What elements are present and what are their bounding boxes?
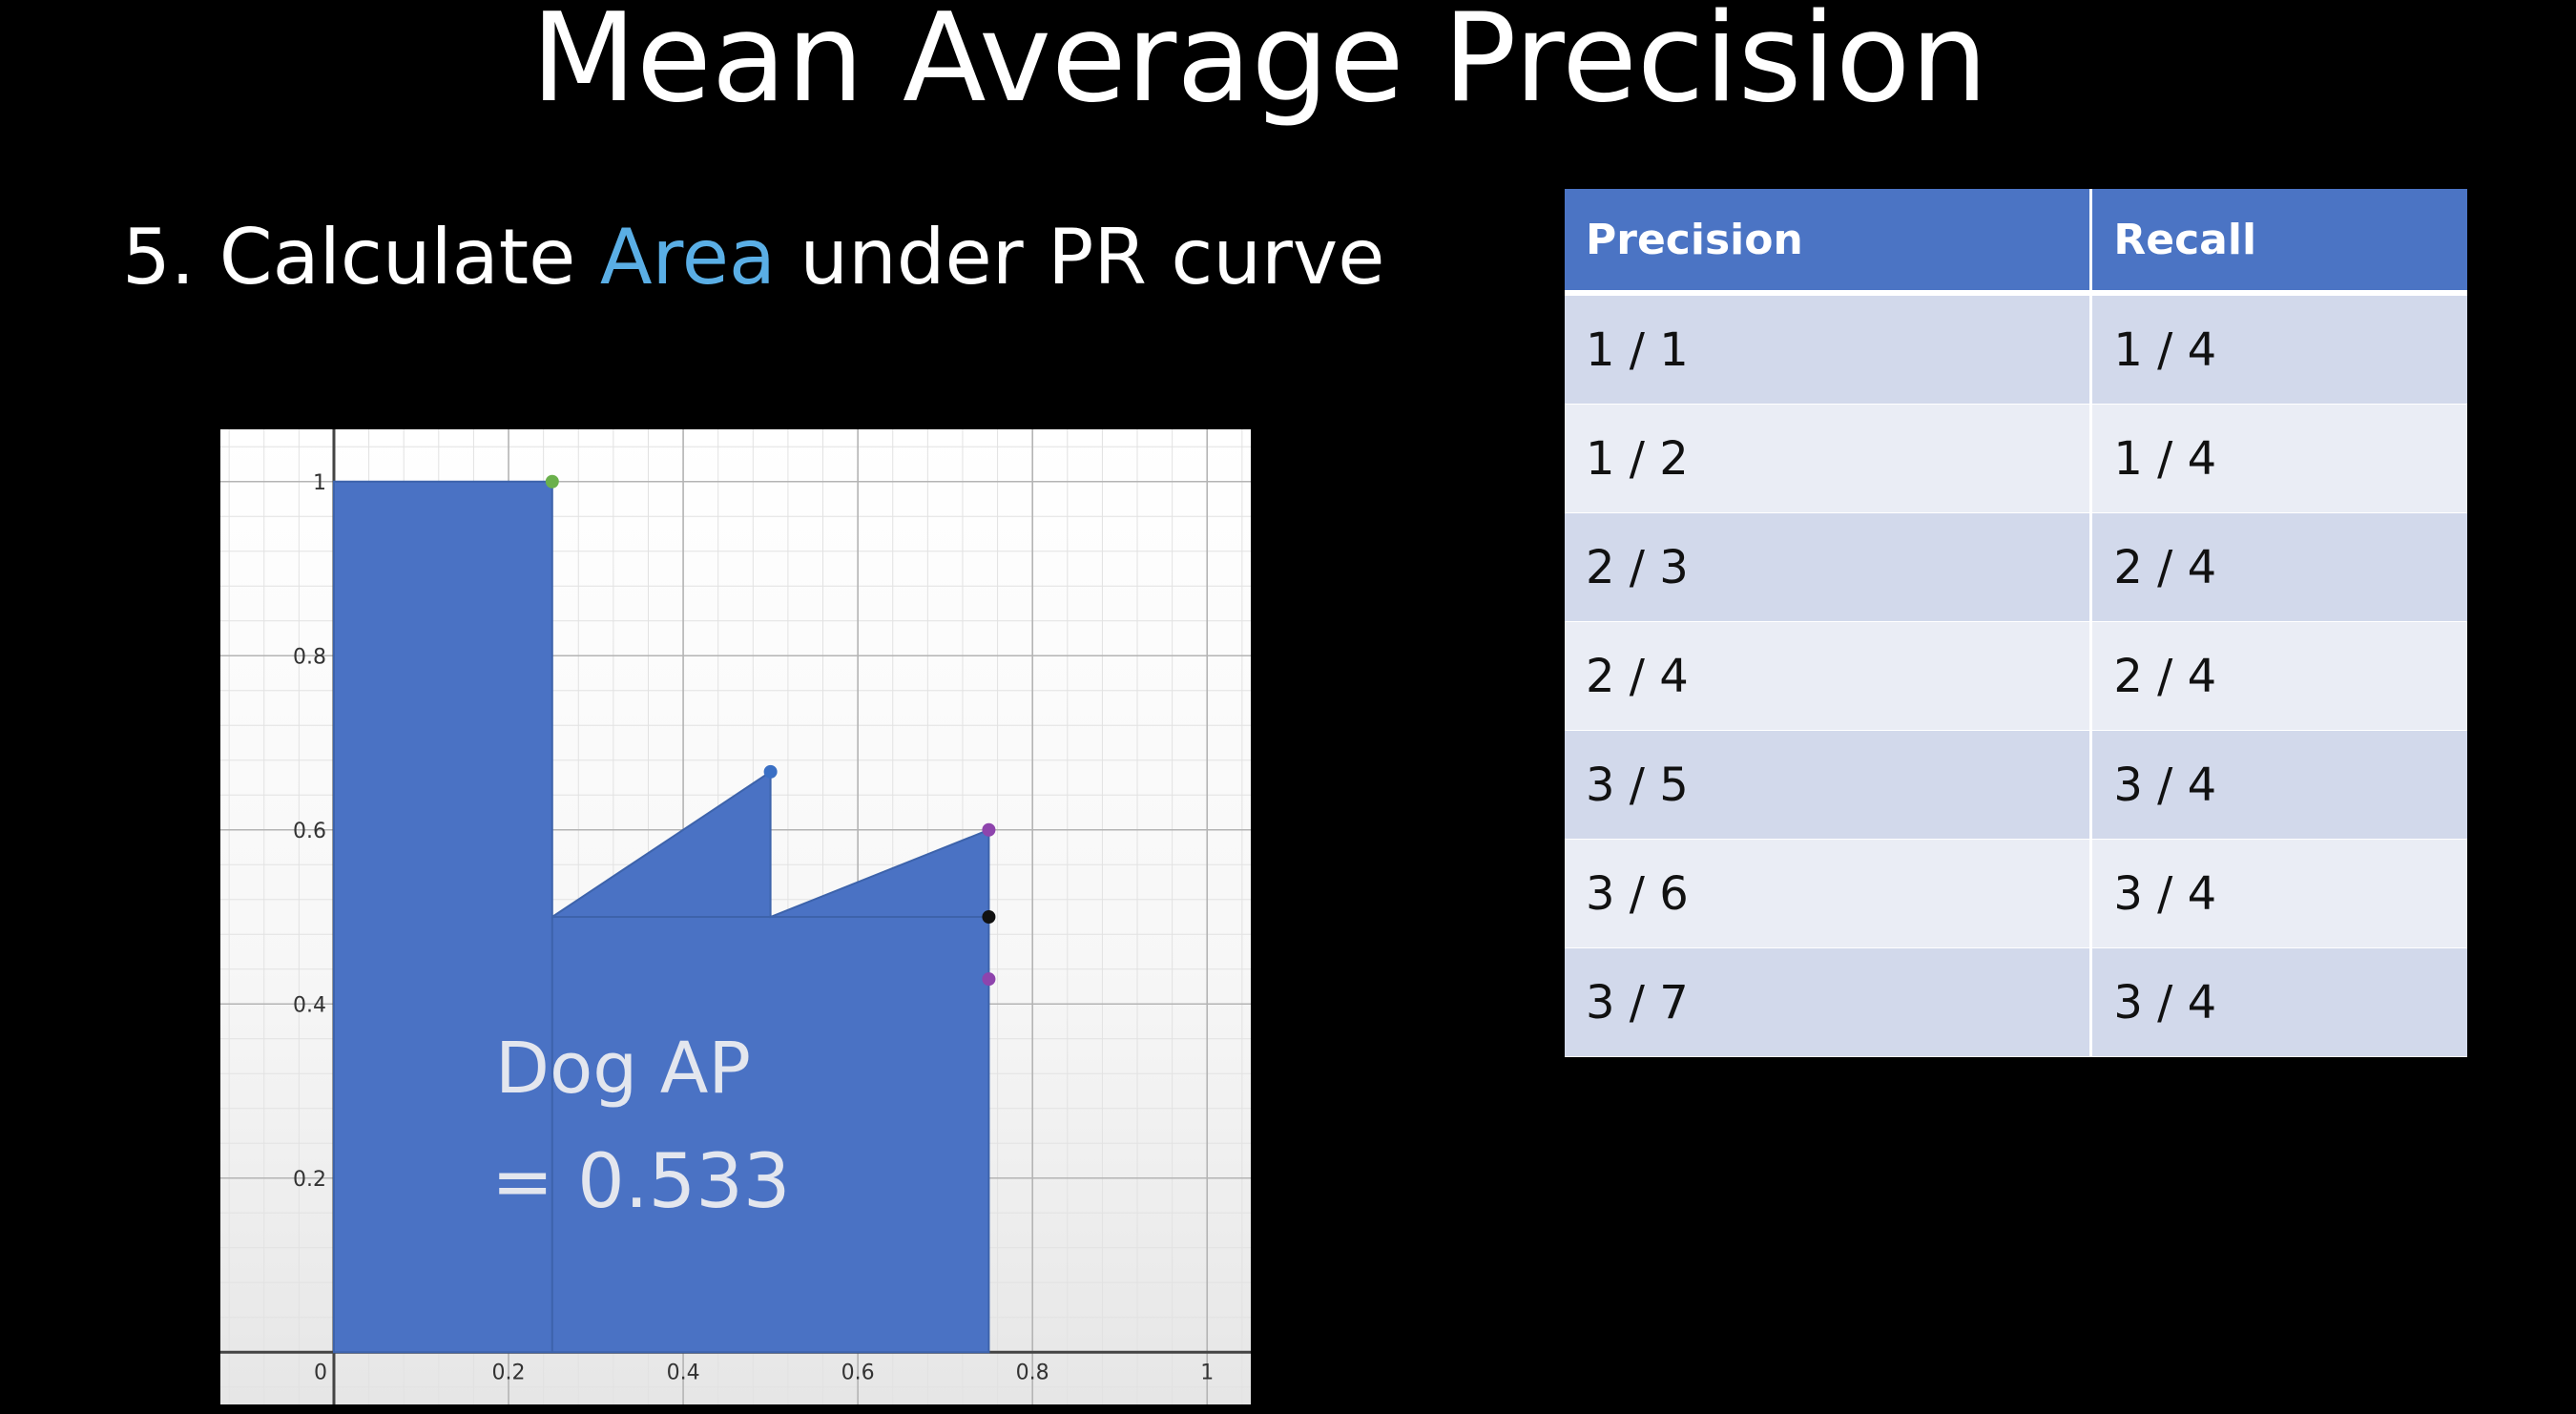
table-row: 3 / 6 3 / 4 xyxy=(1565,839,2467,948)
y-tick-label: 1 xyxy=(313,471,326,495)
x-tick-label: 1 xyxy=(1200,1361,1214,1384)
table-row: 3 / 5 3 / 4 xyxy=(1565,730,2467,840)
precision-cell: 2 / 3 xyxy=(1565,512,2093,622)
subtitle-highlight: Area xyxy=(599,213,776,302)
pr-curve-chart: 1 0.8 0.6 0.4 0.2 0 0.2 0.4 0.6 0.8 1 Dog AP = 0.… xyxy=(220,429,1251,1404)
precision-cell: 1 / 1 xyxy=(1565,293,2093,405)
recall-cell: 3 / 4 xyxy=(2090,730,2467,840)
precision-cell: 3 / 6 xyxy=(1565,839,2093,948)
x-tick-label: 0.4 xyxy=(667,1361,700,1384)
x-tick-labels: 0 0.2 0.4 0.6 0.8 1 xyxy=(314,1361,1214,1384)
slide-title: Mean Average Precision xyxy=(530,0,1988,130)
table-row: 2 / 3 2 / 4 xyxy=(1565,512,2467,622)
table-header-row: Precision Recall xyxy=(1565,189,2467,296)
pr-point xyxy=(763,764,778,779)
table-row: 3 / 7 3 / 4 xyxy=(1565,947,2467,1057)
precision-cell: 3 / 7 xyxy=(1565,947,2093,1057)
precision-cell: 1 / 2 xyxy=(1565,404,2093,513)
point-layer xyxy=(545,474,996,987)
y-tick-label: 0.8 xyxy=(293,645,326,669)
recall-cell: 3 / 4 xyxy=(2090,839,2467,948)
annotation-line-1: Dog AP xyxy=(495,1028,751,1110)
precision-recall-table: Precision Recall 1 / 1 1 / 4 1 / 2 1 / 4… xyxy=(1565,189,2467,1057)
x-tick-label: 0.6 xyxy=(841,1361,875,1384)
pr-point xyxy=(982,972,996,987)
subtitle: 5. Calculate Area under PR curve xyxy=(122,216,1385,300)
x-tick-label: 0 xyxy=(314,1361,327,1384)
subtitle-suffix: under PR curve xyxy=(775,213,1385,302)
recall-cell: 1 / 4 xyxy=(2090,404,2467,513)
recall-cell: 1 / 4 xyxy=(2090,293,2467,405)
annotation-line-2: = 0.533 xyxy=(491,1139,790,1225)
header-precision: Precision xyxy=(1565,189,2093,296)
recall-cell: 2 / 4 xyxy=(2090,621,2467,731)
recall-cell: 2 / 4 xyxy=(2090,512,2467,622)
recall-cell: 3 / 4 xyxy=(2090,947,2467,1057)
precision-cell: 3 / 5 xyxy=(1565,730,2093,840)
y-tick-labels: 1 0.8 0.6 0.4 0.2 xyxy=(293,471,326,1192)
table-row: 1 / 2 1 / 4 xyxy=(1565,404,2467,513)
table-row: 2 / 4 2 / 4 xyxy=(1565,621,2467,731)
y-tick-label: 0.4 xyxy=(293,993,326,1017)
pr-point xyxy=(545,474,559,489)
header-recall: Recall xyxy=(2090,189,2467,296)
x-tick-label: 0.8 xyxy=(1016,1361,1049,1384)
x-tick-label: 0.2 xyxy=(492,1361,526,1384)
area-layer xyxy=(332,480,990,1354)
precision-cell: 2 / 4 xyxy=(1565,621,2093,731)
pr-point xyxy=(982,822,996,837)
y-tick-label: 0.6 xyxy=(293,820,326,843)
pr-point xyxy=(982,910,996,924)
table-row: 1 / 1 1 / 4 xyxy=(1565,293,2467,405)
y-tick-label: 0.2 xyxy=(293,1168,326,1192)
subtitle-prefix: 5. Calculate xyxy=(122,213,600,302)
